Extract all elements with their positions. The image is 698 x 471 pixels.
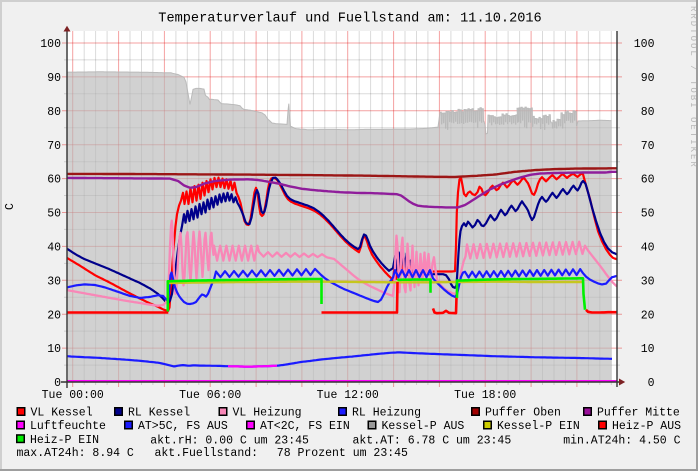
svg-text:VL Heizung: VL Heizung [233,407,302,420]
svg-text:60: 60 [47,174,61,187]
svg-text:max.AT24h: 8.94 C: max.AT24h: 8.94 C [17,447,134,460]
svg-text:Tue 12:00: Tue 12:00 [317,389,379,402]
svg-text:C: C [4,203,17,210]
svg-text:100: 100 [40,38,61,51]
svg-text:100: 100 [634,38,655,51]
svg-text:Tue 06:00: Tue 06:00 [179,389,241,402]
svg-text:RL Kessel: RL Kessel [128,407,190,420]
svg-text:Heiz-P AUS: Heiz-P AUS [612,420,681,433]
svg-text:RL Heizung: RL Heizung [352,407,421,420]
svg-text:70: 70 [47,140,61,153]
svg-text:akt.Fuellstand:: akt.Fuellstand: [155,447,259,460]
svg-text:78 Prozent um 23:45: 78 Prozent um 23:45 [277,447,408,460]
svg-text:Kessel-P AUS: Kessel-P AUS [382,420,465,433]
svg-text:0: 0 [54,377,61,390]
svg-text:akt.rH: 0.00 C um 23:45: akt.rH: 0.00 C um 23:45 [150,434,309,447]
svg-text:80: 80 [641,106,655,119]
svg-text:Tue 00:00: Tue 00:00 [42,389,104,402]
svg-text:70: 70 [641,140,655,153]
svg-text:90: 90 [641,72,655,85]
svg-text:30: 30 [641,275,655,288]
svg-text:0: 0 [648,377,655,390]
svg-text:AT<2C, FS EIN: AT<2C, FS EIN [260,420,350,433]
svg-text:50: 50 [641,208,655,221]
svg-text:60: 60 [641,174,655,187]
svg-text:AT>5C, FS AUS: AT>5C, FS AUS [138,420,228,433]
svg-text:Kessel-P EIN: Kessel-P EIN [497,420,580,433]
svg-text:20: 20 [641,309,655,322]
svg-text:80: 80 [47,106,61,119]
svg-text:Temperaturverlauf und Fuellsta: Temperaturverlauf und Fuellstand am: 11.… [158,11,541,26]
svg-text:Tue 18:00: Tue 18:00 [454,389,516,402]
svg-text:30: 30 [47,275,61,288]
svg-text:10: 10 [641,343,655,356]
svg-text:Puffer Oben: Puffer Oben [485,407,561,420]
svg-text:20: 20 [47,309,61,322]
svg-text:10: 10 [47,343,61,356]
svg-text:akt.AT: 6.78 C um 23:45: akt.AT: 6.78 C um 23:45 [353,434,512,447]
svg-text:40: 40 [47,242,61,255]
svg-text:min.AT24h: 4.50 C: min.AT24h: 4.50 C [563,434,680,447]
svg-text:50: 50 [47,208,61,221]
svg-text:Luftfeuchte: Luftfeuchte [30,420,106,433]
svg-text:90: 90 [47,72,61,85]
svg-text:RRDTOOL / TOBI OETIKER: RRDTOOL / TOBI OETIKER [688,6,698,169]
svg-text:Heiz-P EIN: Heiz-P EIN [30,434,99,447]
svg-text:40: 40 [641,242,655,255]
svg-text:VL Kessel: VL Kessel [31,407,93,420]
svg-text:Puffer Mitte: Puffer Mitte [597,407,680,420]
